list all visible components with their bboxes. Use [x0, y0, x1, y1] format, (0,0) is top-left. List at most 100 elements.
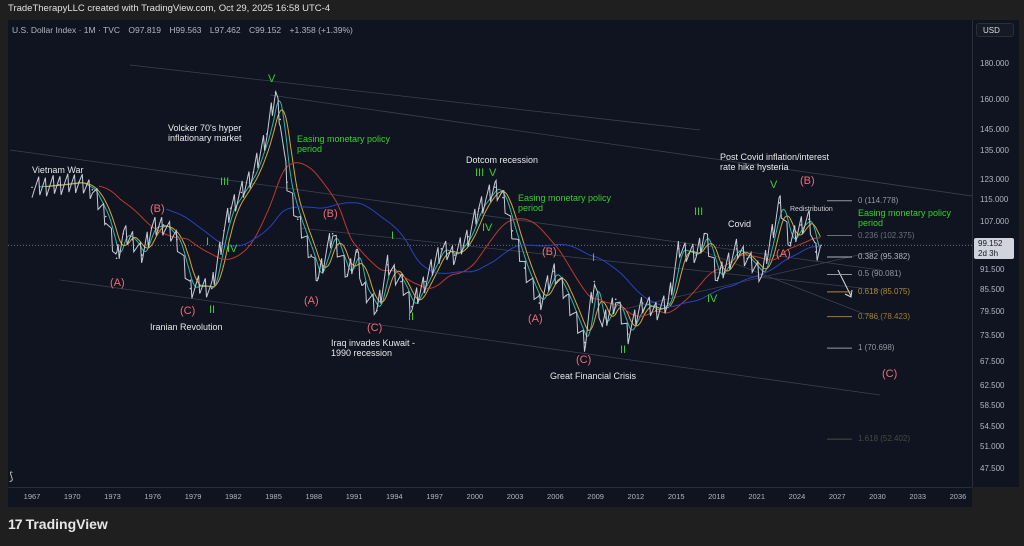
price-point — [91, 189, 94, 191]
price-tick-label: 47.500 — [980, 463, 1005, 473]
wave-annotation: (B) — [542, 246, 557, 258]
wave-annotation: Easing monetary policy period — [297, 134, 391, 154]
time-tick-label: 2012 — [627, 492, 645, 501]
fib-level-label: 0 (114.778) — [858, 195, 899, 205]
wave-annotation: IV — [482, 222, 493, 234]
trend-line — [9, 149, 881, 271]
time-tick-label: 2030 — [869, 492, 886, 501]
price-point — [593, 280, 596, 283]
price-point — [703, 232, 706, 235]
price-point — [601, 325, 604, 327]
wave-annotation: Post Covid inflation/interest rate hike … — [720, 152, 830, 172]
time-tick-label: 2015 — [667, 492, 685, 501]
price-point — [131, 238, 134, 241]
trend-line — [699, 249, 881, 321]
fib-level-label: 1.618 (52.402) — [858, 434, 911, 444]
current-price-label: 99.152 2d 3h — [974, 238, 1014, 259]
price-point — [376, 309, 378, 312]
wave-annotation: Great Financial Crisis — [550, 371, 637, 381]
price-tick-label: 62.500 — [980, 380, 1005, 390]
time-tick-label: 1970 — [63, 492, 81, 501]
wave-annotation: Easing monetary policy period — [858, 208, 952, 228]
price-point — [678, 248, 680, 250]
price-point — [78, 181, 80, 184]
price-point — [584, 341, 586, 344]
moving-average-line — [166, 202, 821, 307]
wave-annotation: I — [391, 230, 395, 242]
price-point — [467, 235, 469, 238]
price-point — [746, 257, 749, 260]
moving-average-line — [45, 109, 821, 331]
price-point — [198, 284, 201, 286]
chart-credit: TradeTherapyLLC created with TradingView… — [8, 3, 331, 14]
price-point — [440, 248, 443, 250]
price-point — [820, 244, 822, 247]
price-line — [31, 89, 821, 352]
price-point — [386, 263, 389, 266]
price-point — [789, 241, 792, 244]
price-point — [240, 191, 243, 194]
ohlc-close: C99.152 — [249, 25, 282, 35]
price-point — [800, 224, 802, 226]
price-point — [176, 238, 178, 241]
time-axis[interactable] — [8, 487, 972, 507]
price-point — [808, 218, 810, 221]
price-point — [523, 267, 526, 269]
wave-annotation: (A) — [110, 277, 125, 289]
price-point — [735, 248, 738, 250]
price-point — [279, 118, 282, 121]
moving-average-line — [98, 162, 821, 317]
wave-annotation: V — [489, 167, 497, 179]
wave-annotation: Covid — [728, 219, 752, 229]
price-point — [346, 273, 349, 276]
price-point — [553, 270, 555, 273]
wave-annotation: (C) — [882, 368, 898, 380]
ohlc-high: H99.563 — [169, 25, 202, 35]
price-point — [286, 181, 288, 184]
wave-annotation: Easing monetary policy period — [518, 193, 612, 213]
moving-average-line — [38, 100, 821, 337]
price-tick-label: 54.500 — [980, 422, 1005, 432]
current-price-value: 99.152 — [978, 239, 1003, 248]
price-point — [141, 254, 143, 256]
symbol-legend: U.S. Dollar Index · 1M · TVC O97.819 H99… — [12, 25, 359, 35]
price-point — [252, 171, 255, 174]
wave-annotation: I — [206, 236, 210, 248]
time-tick-label: 2006 — [547, 492, 564, 501]
price-tick-label: 115.000 — [980, 195, 1009, 205]
wave-annotation: (B) — [323, 208, 338, 220]
price-point — [410, 305, 413, 308]
price-point — [400, 280, 402, 283]
trend-line — [129, 64, 701, 131]
price-point — [355, 251, 358, 253]
time-tick-label: 1979 — [184, 492, 202, 501]
wave-annotation: II — [408, 311, 415, 323]
trend-line — [269, 94, 1001, 201]
price-point — [778, 202, 781, 204]
currency-button[interactable]: USD — [976, 23, 1014, 37]
wave-annotation: (C) — [367, 322, 383, 334]
time-tick-label: 2024 — [788, 492, 806, 501]
price-point — [229, 207, 232, 210]
time-tick-label: 1982 — [224, 492, 242, 501]
price-point — [223, 229, 225, 232]
price-point — [424, 280, 427, 283]
wave-annotation: (A) — [776, 248, 791, 260]
price-point — [453, 254, 456, 256]
time-tick-label: 2009 — [587, 492, 604, 501]
chart-pane[interactable] — [8, 20, 1018, 487]
symbol-name[interactable]: U.S. Dollar Index · 1M · TVC — [12, 25, 121, 35]
price-point — [502, 196, 504, 199]
price-tick-label: 135.000 — [980, 146, 1009, 156]
fib-level-label: 0.236 (102.375) — [858, 230, 915, 240]
price-point — [150, 227, 153, 229]
trend-line — [619, 249, 881, 311]
price-point — [296, 218, 299, 221]
time-tick-label: 1973 — [104, 492, 121, 501]
time-tick-label: 2003 — [506, 492, 524, 501]
wave-annotation: Iranian Revolution — [150, 322, 223, 332]
price-tick-label: 58.500 — [980, 400, 1005, 410]
price-point — [641, 302, 644, 304]
wave-annotation: III — [475, 167, 485, 179]
